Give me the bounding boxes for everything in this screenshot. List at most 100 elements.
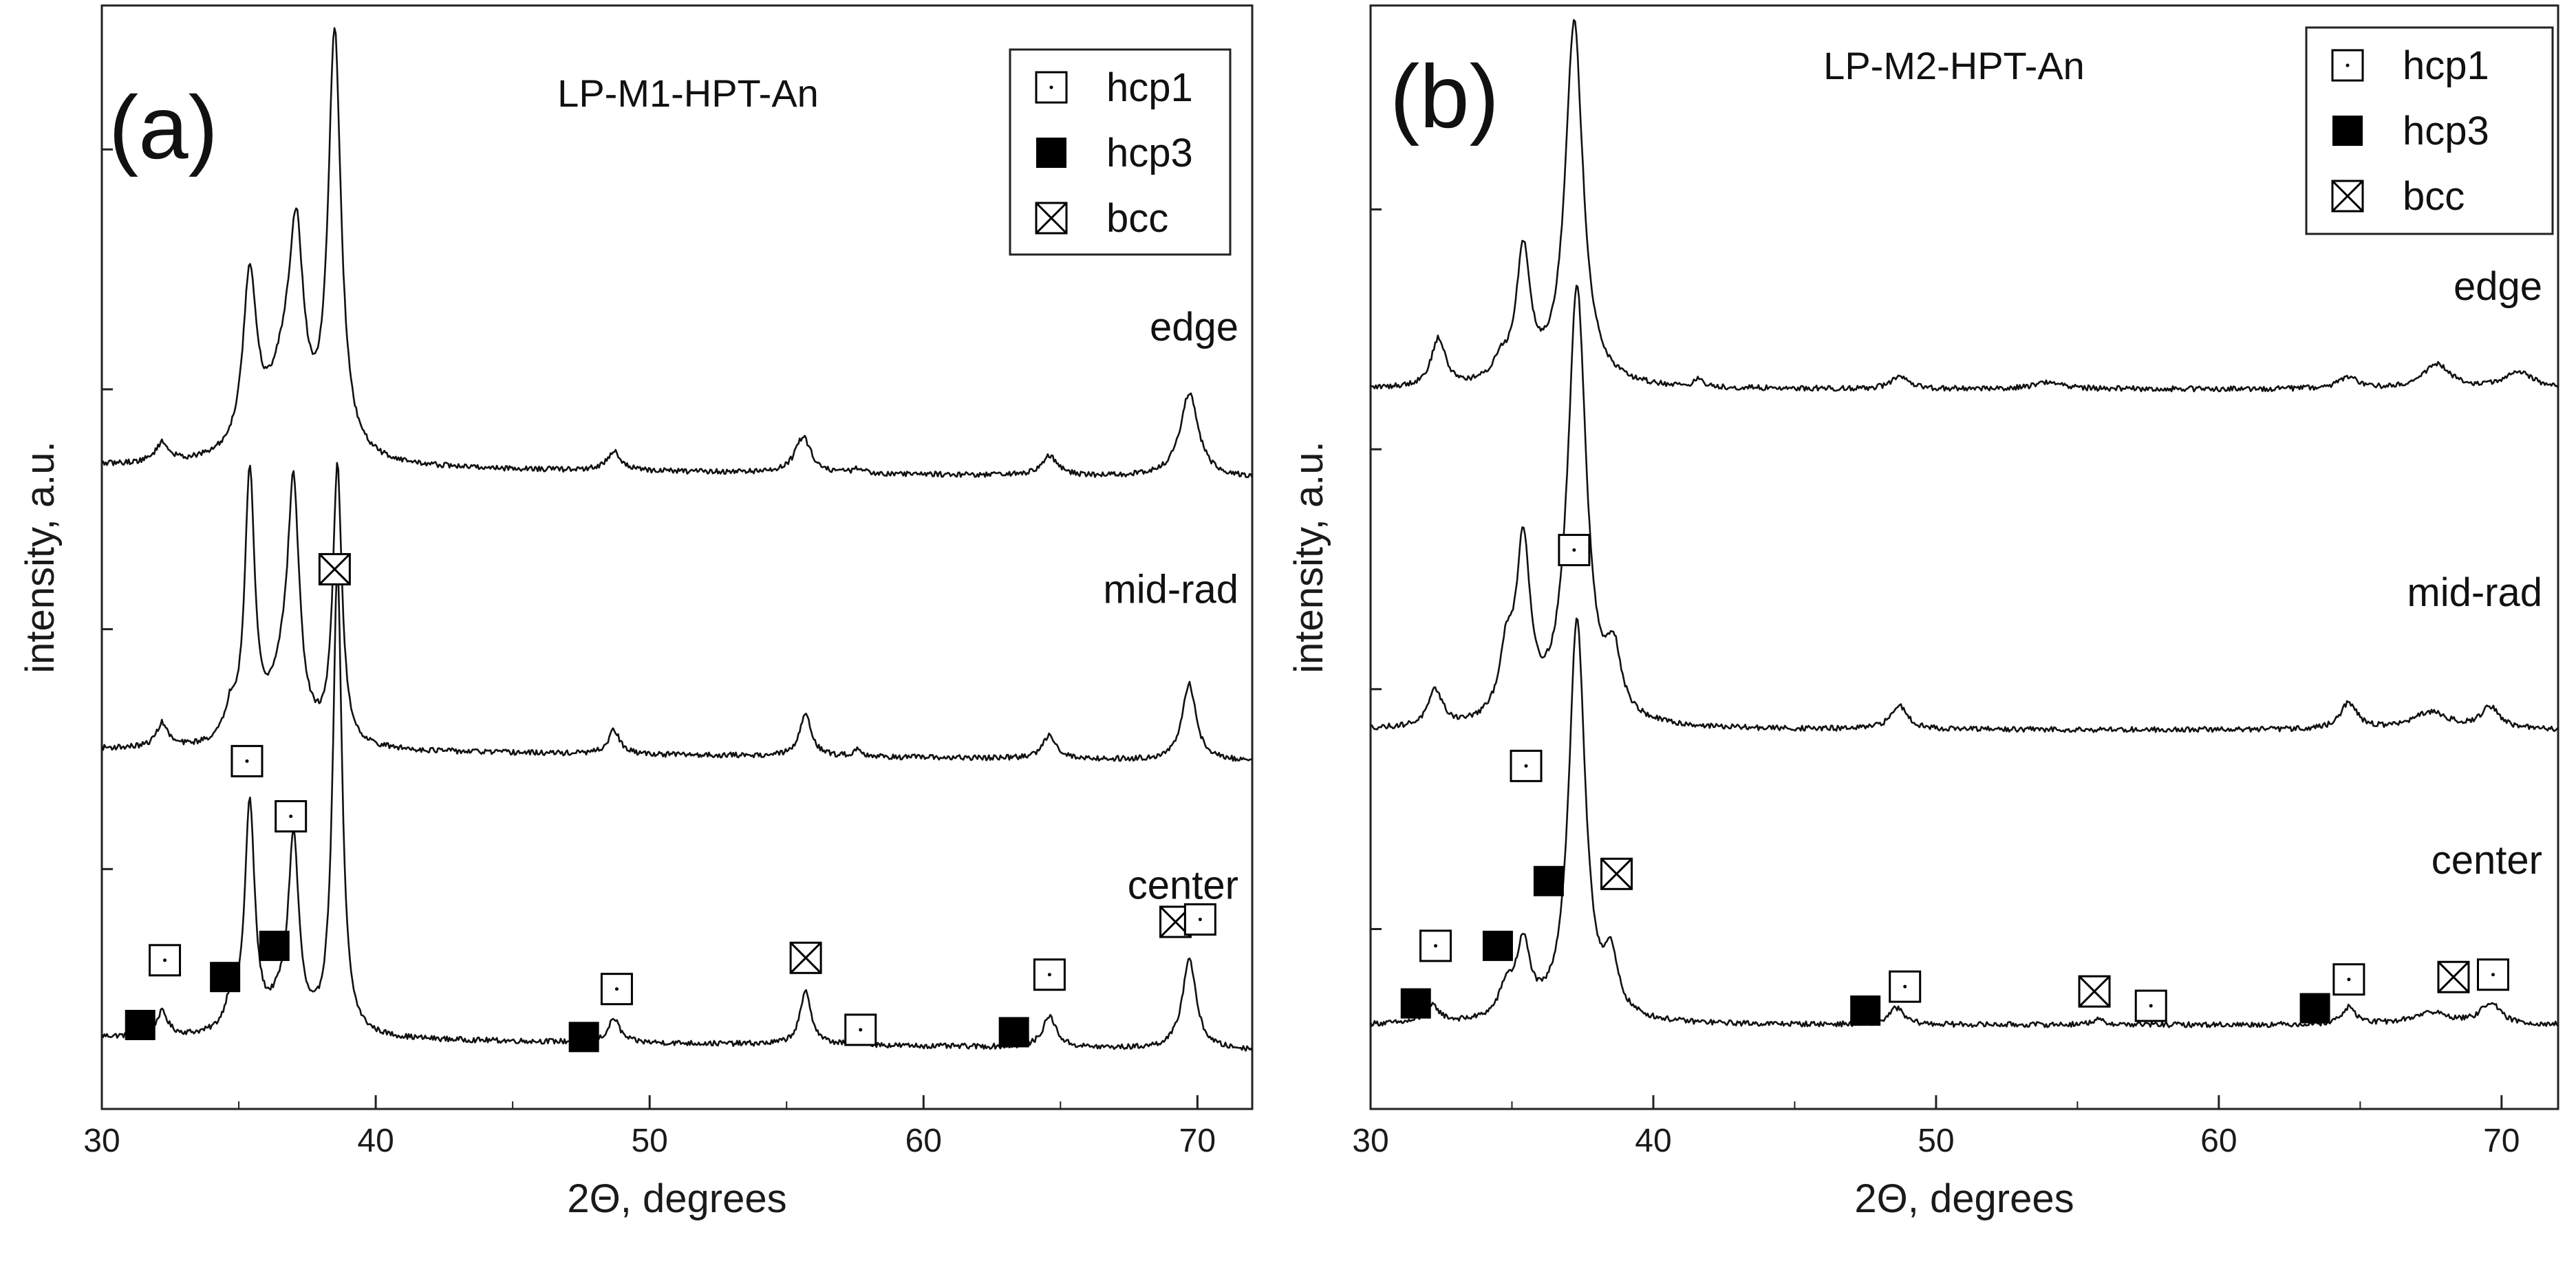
xrd-curve-center (1369, 617, 2559, 1028)
legend-marker-hcp3 (1036, 138, 1066, 168)
legend-marker-bcc (2331, 180, 2364, 213)
phase-marker-hcp3 (1533, 865, 1564, 896)
xrd-curve-mid-rad (1370, 284, 2559, 733)
phase-marker-hcp3 (1482, 930, 1513, 961)
hcp1-marker-dot (1524, 764, 1528, 768)
hcp1-marker-dot (2491, 973, 2495, 977)
hcp3-marker-fill (2299, 993, 2330, 1024)
x-tick-label: 30 (1352, 1123, 1388, 1159)
curve-label-center: center (1128, 863, 1238, 907)
legend-label-hcp1: hcp1 (2403, 43, 2489, 88)
hcp1-marker-box (1035, 71, 1068, 104)
phase-marker-hcp1 (1033, 958, 1066, 991)
phase-marker-hcp1 (1510, 749, 1543, 782)
hcp1-marker-dot (1049, 85, 1053, 89)
x-tick-label: 30 (83, 1123, 120, 1159)
hcp3-marker-fill (210, 962, 241, 993)
x-axis-label: 2Θ, degrees (567, 1176, 786, 1221)
legend-label-hcp1: hcp1 (1106, 65, 1193, 110)
legend-marker-hcp1 (2331, 49, 2364, 82)
hcp3-marker-fill (568, 1022, 599, 1053)
phase-marker-hcp1 (844, 1013, 877, 1046)
x-tick-label: 50 (631, 1123, 667, 1159)
phase-marker-hcp3 (259, 930, 290, 961)
phase-marker-hcp1 (2476, 958, 2509, 991)
hcp1-marker-dot (1903, 984, 1907, 989)
hcp1-marker-dot (1047, 973, 1051, 977)
hcp1-marker-dot (289, 815, 293, 819)
plot-frame (1369, 4, 2559, 1110)
hcp3-marker-fill (1400, 988, 1431, 1019)
curve-label-mid-rad: mid-rad (1103, 568, 1238, 612)
bcc-marker-cross (2078, 976, 2111, 1008)
hcp3-marker-fill (2332, 116, 2363, 146)
curve-label-edge: edge (2454, 264, 2542, 309)
phase-marker-hcp1 (2134, 989, 2167, 1022)
hcp3-marker-fill (1482, 930, 1513, 961)
hcp3-marker-fill (1533, 865, 1564, 896)
phase-marker-bcc (2078, 975, 2111, 1008)
phase-marker-hcp3 (125, 1009, 155, 1040)
xrd-curve-mid-rad (100, 462, 1253, 762)
bcc-marker-cross (2331, 180, 2364, 213)
x-tick-label: 70 (1179, 1123, 1216, 1159)
phase-marker-hcp1 (1419, 929, 1452, 962)
panel-a: 30 40 50 60 70 2Θ, degrees intensity, a.u. (a) L… (18, 4, 1254, 1221)
y-axis-label: intensity, a.u. (1287, 441, 1331, 673)
hcp3-marker-fill (1850, 995, 1881, 1026)
xrd-curve-edge (1370, 19, 2559, 393)
phase-marker-hcp1 (600, 973, 633, 1006)
phase-marker-hcp3 (2299, 993, 2330, 1024)
phase-marker-bcc (1600, 857, 1633, 890)
panel-b: 30 40 50 60 70 2Θ, degrees intensity, a.u. (b) L… (1287, 4, 2559, 1221)
y-axis-label: intensity, a.u. (18, 441, 63, 673)
phase-marker-bcc (2437, 960, 2470, 993)
hcp3-marker-fill (125, 1009, 155, 1040)
bcc-marker-cross (790, 942, 822, 974)
curve-label-edge: edge (1150, 305, 1238, 349)
sample-title: LP-M2-HPT-An (1823, 44, 2085, 87)
hcp3-marker-fill (1036, 138, 1066, 168)
x-tick-label: 40 (1635, 1123, 1671, 1159)
hcp1-marker-dot (1198, 918, 1202, 922)
phase-marker-hcp1 (1183, 903, 1216, 936)
sample-title: LP-M1-HPT-An (557, 72, 819, 115)
legend-label-hcp3: hcp3 (2403, 109, 2489, 153)
phase-marker-hcp1 (149, 944, 182, 977)
panel-label: (b) (1390, 46, 1499, 147)
x-tick-label: 70 (2483, 1123, 2520, 1159)
hcp1-marker-dot (614, 987, 619, 991)
x-tick-label: 60 (905, 1123, 942, 1159)
legend-label-hcp3: hcp3 (1106, 131, 1193, 175)
curve-label-center: center (2432, 838, 2542, 883)
phase-marker-hcp3 (998, 1017, 1029, 1048)
phase-marker-hcp3 (1400, 988, 1431, 1019)
phase-marker-hcp1 (275, 800, 308, 833)
phase-marker-bcc (789, 941, 822, 974)
legend-marker-hcp3 (2332, 116, 2363, 146)
hcp1-marker-dot (2149, 1004, 2153, 1008)
phase-marker-hcp3 (210, 962, 241, 993)
hcp3-marker-fill (998, 1017, 1029, 1048)
hcp1-marker-dot (2347, 978, 2351, 982)
phase-marker-bcc (318, 552, 351, 585)
curve-label-mid-rad: mid-rad (2407, 570, 2542, 615)
legend: hcp1 hcp3 bcc (1009, 48, 1232, 256)
legend-label-bcc: bcc (2403, 174, 2465, 219)
phase-marker-hcp3 (1850, 995, 1881, 1026)
legend-marker-bcc (1035, 202, 1068, 235)
x-tick-label: 40 (357, 1123, 394, 1159)
legend-label-bcc: bcc (1106, 196, 1168, 241)
phase-marker-hcp1 (1558, 534, 1591, 567)
legend-marker-hcp1 (1035, 71, 1068, 104)
x-tick-label: 50 (1918, 1123, 1954, 1159)
x-tick-label: 60 (2200, 1123, 2237, 1159)
plot-frame (100, 4, 1254, 1110)
bcc-marker-cross (319, 553, 351, 585)
hcp1-marker-dot (163, 958, 167, 962)
hcp1-marker-dot (859, 1028, 863, 1032)
bcc-marker-cross (2437, 961, 2470, 993)
phase-marker-hcp1 (230, 744, 264, 777)
hcp3-marker-fill (259, 930, 290, 961)
hcp1-marker-box (149, 944, 182, 977)
